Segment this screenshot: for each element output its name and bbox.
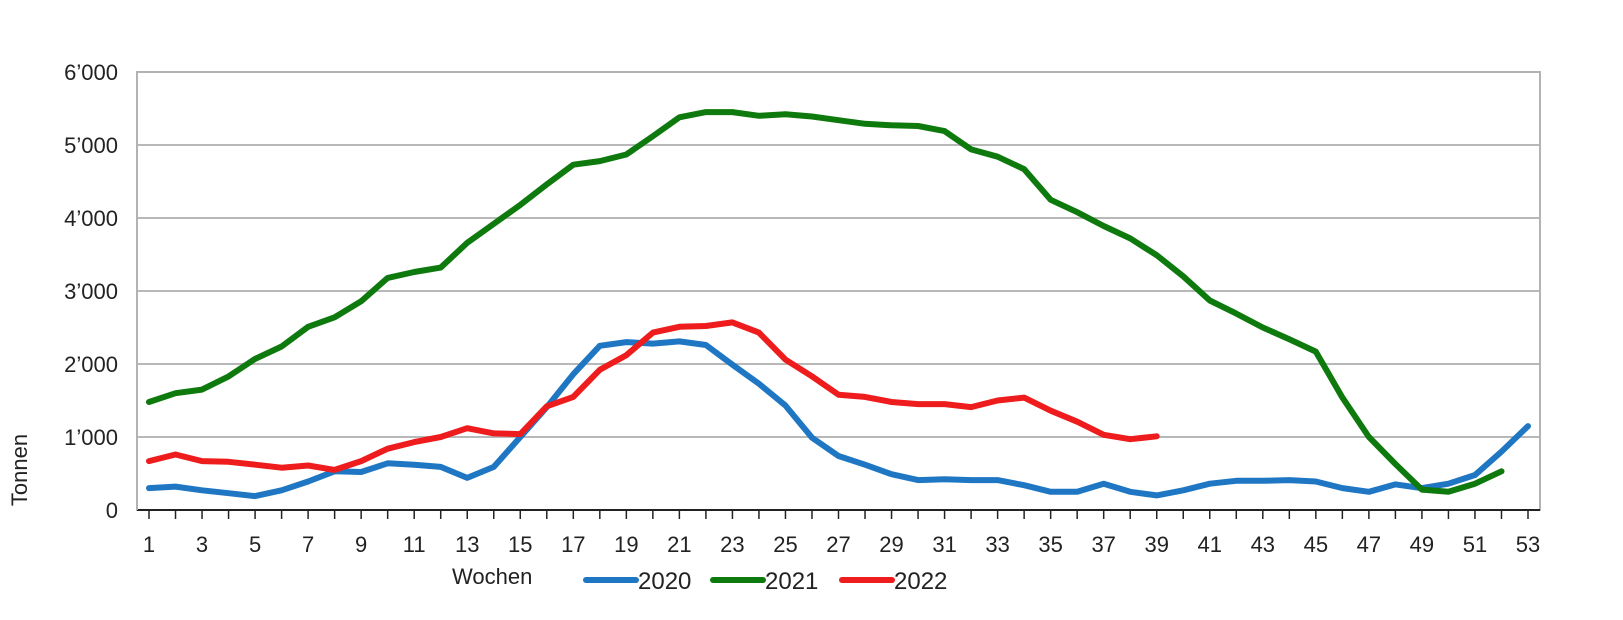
x-tick-label: 13 — [455, 532, 479, 557]
y-tick-label: 6’000 — [64, 60, 118, 85]
gridlines — [137, 71, 1540, 438]
x-tick-label: 41 — [1198, 532, 1222, 557]
x-tick-label: 29 — [879, 532, 903, 557]
x-tick-label: 39 — [1144, 532, 1168, 557]
legend-label-2020: 2020 — [638, 568, 691, 595]
x-tick-label: 5 — [249, 532, 261, 557]
x-tick-label: 7 — [302, 532, 314, 557]
x-tick-label: 53 — [1516, 532, 1540, 557]
y-tick-label: 3’000 — [64, 279, 118, 304]
series-lines — [146, 109, 1531, 500]
series-line-2022 — [146, 319, 1160, 473]
x-tick-label: 27 — [826, 532, 850, 557]
x-tick-label: 43 — [1251, 532, 1275, 557]
x-tick-label: 25 — [773, 532, 797, 557]
y-tick-label: 2’000 — [64, 352, 118, 377]
x-tick-label: 51 — [1463, 532, 1487, 557]
legend-label-2022: 2022 — [894, 568, 947, 595]
x-tick-label: 3 — [196, 532, 208, 557]
series-line-2020 — [146, 338, 1531, 500]
x-tick-label: 33 — [985, 532, 1009, 557]
legend-label-2021: 2021 — [765, 568, 818, 595]
y-tick-label: 1’000 — [64, 425, 118, 450]
x-tick-label: 17 — [561, 532, 585, 557]
x-tick-label: 11 — [403, 532, 426, 557]
y-tick-label: 0 — [106, 498, 118, 523]
x-tick-label: 45 — [1304, 532, 1328, 557]
y-axis-title: Tonnen — [7, 434, 32, 506]
x-tick-label: 19 — [614, 532, 638, 557]
series-line-2021 — [146, 109, 1505, 495]
x-tick-label: 31 — [932, 532, 956, 557]
y-tick-labels: 0 1’000 2’000 3’000 4’000 5’000 6’000 — [64, 60, 118, 523]
axes — [136, 72, 1540, 519]
legend: 2020 2021 2022 — [583, 568, 947, 595]
x-tick-label: 47 — [1357, 532, 1381, 557]
x-tick-labels: 1 3 5 7 9 11 13 15 17 19 21 23 25 27 29 31 33 35 37 39 41 43 4… — [143, 532, 1540, 557]
x-tick-label: 15 — [508, 532, 532, 557]
x-tick-label: 49 — [1410, 532, 1434, 557]
x-tick-label: 9 — [355, 532, 367, 557]
x-tick-label: 23 — [720, 532, 744, 557]
x-axis-title: Wochen — [452, 564, 532, 589]
x-tick-label: 35 — [1038, 532, 1062, 557]
x-tick-label: 21 — [667, 532, 691, 557]
y-tick-label: 5’000 — [64, 133, 118, 158]
y-tick-label: 4’000 — [64, 206, 118, 231]
x-tick-label: 1 — [143, 532, 155, 557]
x-tick-label: 37 — [1091, 532, 1115, 557]
